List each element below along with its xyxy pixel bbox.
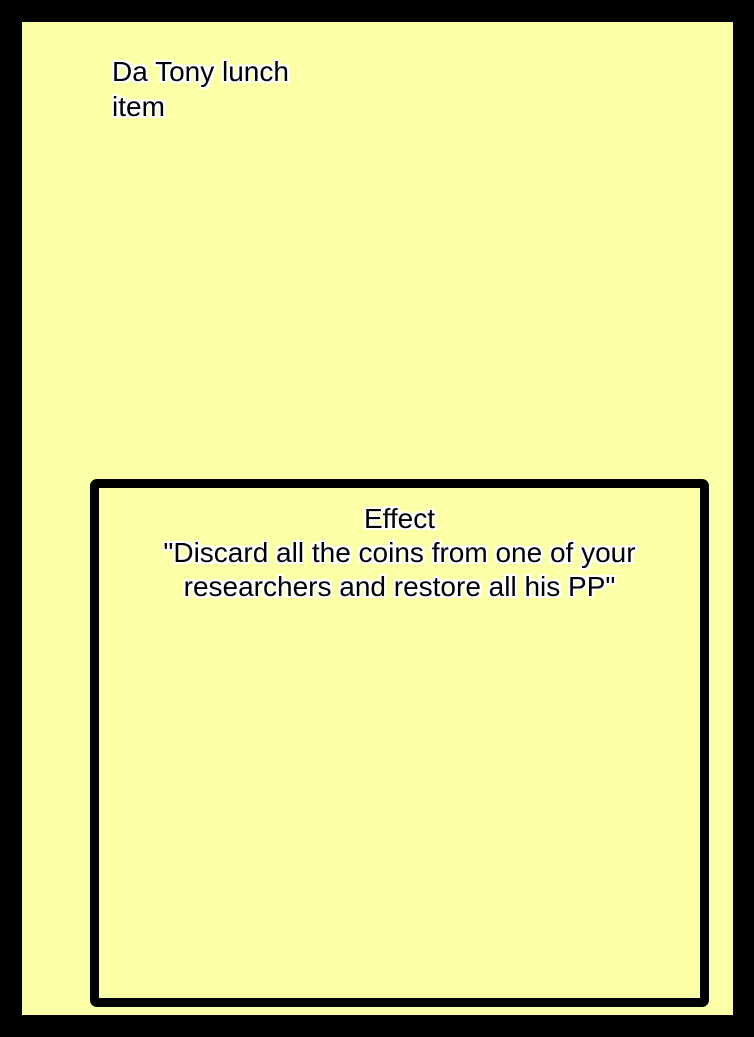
effect-box: Effect "Discard all the coins from one o…: [90, 479, 709, 1007]
effect-heading: Effect: [363, 503, 436, 534]
effect-description-line-2: researchers and restore all his PP": [183, 571, 616, 602]
card-title-line-1: Da Tony lunch: [112, 56, 289, 87]
effect-description-line-1: "Discard all the coins from one of your: [163, 537, 636, 568]
card-title: Da Tony lunch item: [112, 54, 342, 124]
card-title-line-2: item: [112, 91, 165, 122]
card-face: Da Tony lunch item Effect "Discard all t…: [22, 22, 733, 1015]
effect-text: Effect "Discard all the coins from one o…: [99, 502, 700, 604]
